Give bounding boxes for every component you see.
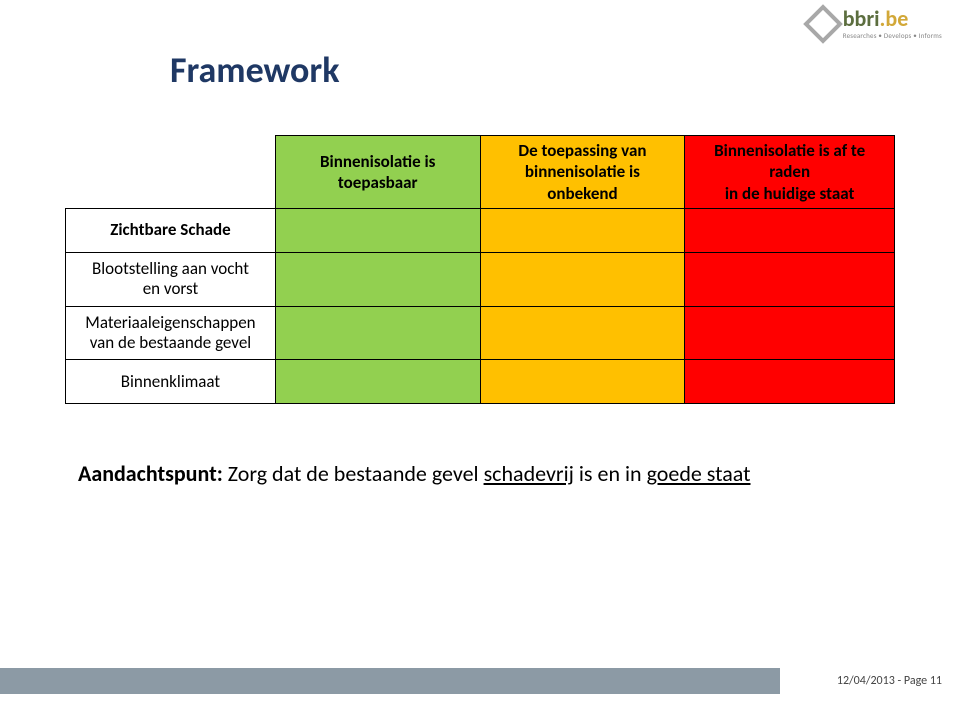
logo-tagline: Researches • Develops • Informs (843, 31, 942, 40)
col2-line1: De toepassing van (518, 140, 646, 161)
logo-suffix: .be (880, 5, 909, 32)
cell (480, 306, 685, 360)
row-label: Binnenklimaat (66, 360, 276, 404)
logo-text: bbri.be Researches • Develops • Informs (843, 8, 942, 40)
footer-date: 12/04/2013 (837, 674, 895, 688)
footer-page: Page 11 (904, 674, 942, 688)
footer-bar-gray (0, 668, 780, 694)
cell (275, 208, 480, 252)
row-label: Zichtbare Schade (66, 208, 276, 252)
note-pre: Zorg dat de bestaande gevel (223, 460, 484, 487)
logo-mark-icon (803, 4, 843, 44)
logo: bbri.be Researches • Develops • Informs (809, 8, 942, 40)
note-underline-2: goede staat (647, 460, 751, 487)
cell (685, 360, 895, 404)
table-row: Blootstelling aan vochten vorst (66, 252, 895, 306)
table-row: Zichtbare Schade (66, 208, 895, 252)
table-row: Binnenklimaat (66, 360, 895, 404)
cell (685, 306, 895, 360)
table-row: Materiaaleigenschappenvan de bestaande g… (66, 306, 895, 360)
framework-table: Binnenisolatie is toepasbaar De toepassi… (65, 135, 895, 404)
logo-name: bbri (843, 5, 880, 32)
footer: 12/04/2013 - Page 11 (0, 668, 960, 694)
cell (685, 252, 895, 306)
note: Aandachtspunt: Zorg dat de bestaande gev… (78, 460, 751, 487)
col1-line2: toepasbaar (338, 172, 418, 193)
col2-line2: binnenisolatie is onbekend (525, 161, 640, 203)
table-header-col-1: Binnenisolatie is toepasbaar (275, 136, 480, 209)
table-header-col-3: Binnenisolatie is af te raden in de huid… (685, 136, 895, 209)
table-header-col-2: De toepassing van binnenisolatie is onbe… (480, 136, 685, 209)
footer-text: 12/04/2013 - Page 11 (837, 674, 942, 688)
row-label: Materiaaleigenschappenvan de bestaande g… (66, 306, 276, 360)
cell (480, 360, 685, 404)
row-label: Blootstelling aan vochten vorst (66, 252, 276, 306)
cell (275, 252, 480, 306)
cell (480, 208, 685, 252)
note-mid: is en in (574, 460, 647, 487)
table-header-blank (66, 136, 276, 209)
col3-line2: in de huidige staat (725, 183, 855, 204)
cell (275, 306, 480, 360)
note-label: Aandachtspunt: (78, 460, 223, 487)
page-title: Framework (170, 48, 340, 92)
note-underline-1: schadevrij (484, 460, 574, 487)
cell (480, 252, 685, 306)
col1-line1: Binnenisolatie is (320, 151, 435, 172)
col3-line1: Binnenisolatie is af te raden (714, 140, 865, 182)
cell (685, 208, 895, 252)
footer-bar-white: 12/04/2013 - Page 11 (780, 668, 960, 694)
cell (275, 360, 480, 404)
